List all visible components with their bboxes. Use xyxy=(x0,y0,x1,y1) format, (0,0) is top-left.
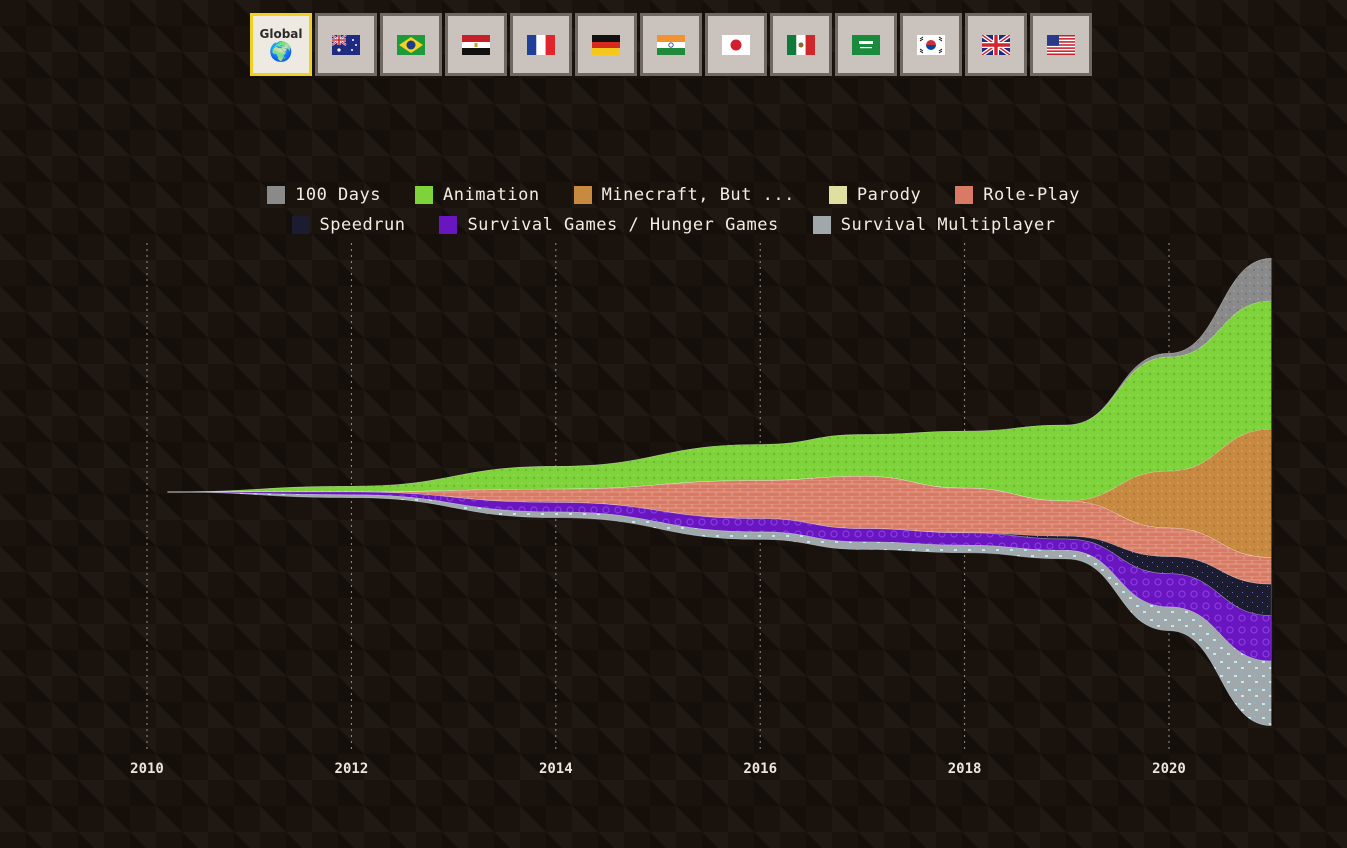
stream-areas xyxy=(167,257,1272,727)
legend-item-100-days[interactable]: 100 Days xyxy=(267,185,381,205)
tab-egypt[interactable] xyxy=(445,13,507,76)
legend-label-role-play: Role-Play xyxy=(983,185,1080,205)
legend-label-parody: Parody xyxy=(856,185,922,205)
legend-label-100-days: 100 Days xyxy=(295,185,381,205)
series-area-100-days[interactable] xyxy=(167,257,1272,493)
series-area-animation[interactable] xyxy=(167,300,1272,502)
globe-icon: 🌍 xyxy=(269,40,293,63)
tab-france[interactable] xyxy=(510,13,572,76)
tab-brazil[interactable] xyxy=(380,13,442,76)
legend-row-2: Speedrun Survival Games / Hunger Games S… xyxy=(0,210,1347,240)
legend-swatch-survival-games xyxy=(439,216,458,234)
tab-global-label: Global xyxy=(259,26,303,41)
legend-swatch-minecraft-but xyxy=(573,186,592,204)
tab-india[interactable] xyxy=(640,13,702,76)
series-texture-role-play xyxy=(167,476,1272,585)
tab-japan[interactable] xyxy=(705,13,767,76)
country-tabs: Global 🌍 xyxy=(250,13,1092,76)
legend-swatch-animation xyxy=(414,186,433,204)
tab-global[interactable]: Global 🌍 xyxy=(250,13,312,76)
tab-germany[interactable] xyxy=(575,13,637,76)
legend-swatch-survival-multiplayer xyxy=(812,216,831,234)
x-tick-label: 2010 xyxy=(130,761,164,777)
legend-row-1: 100 Days Animation Minecraft, But ... Pa… xyxy=(0,180,1347,210)
legend-item-parody[interactable]: Parody xyxy=(828,185,922,205)
legend-swatch-parody xyxy=(828,186,847,204)
legend-label-survival-multiplayer: Survival Multiplayer xyxy=(840,215,1056,235)
tab-south-korea[interactable] xyxy=(900,13,962,76)
chart-legend: 100 Days Animation Minecraft, But ... Pa… xyxy=(0,180,1347,240)
legend-item-speedrun[interactable]: Speedrun xyxy=(291,215,406,235)
flag-brazil-icon xyxy=(397,34,425,55)
flag-germany-icon xyxy=(592,34,620,55)
x-axis-ticks: 2010 2012 2014 2016 2018 2020 xyxy=(130,761,1186,777)
x-tick-label: 2018 xyxy=(948,761,982,777)
tab-mexico[interactable] xyxy=(770,13,832,76)
legend-item-survival-games[interactable]: Survival Games / Hunger Games xyxy=(439,215,778,235)
legend-swatch-role-play xyxy=(955,186,974,204)
tab-usa[interactable] xyxy=(1030,13,1092,76)
x-grid xyxy=(146,243,1170,752)
flag-japan-icon xyxy=(722,34,750,55)
legend-item-role-play[interactable]: Role-Play xyxy=(955,185,1080,205)
flag-australia-icon xyxy=(332,34,360,55)
x-tick-label: 2014 xyxy=(539,761,573,777)
flag-egypt-icon xyxy=(462,34,490,55)
series-area-survival-multiplayer[interactable] xyxy=(167,491,1272,727)
x-tick-label: 2020 xyxy=(1152,761,1186,777)
tab-uk[interactable] xyxy=(965,13,1027,76)
legend-label-minecraft-but: Minecraft, But ... xyxy=(601,185,795,205)
series-texture-survival-multiplayer xyxy=(167,492,1272,726)
series-area-minecraft-but[interactable] xyxy=(167,428,1272,558)
legend-item-survival-multiplayer[interactable]: Survival Multiplayer xyxy=(812,215,1056,235)
flag-usa-icon xyxy=(1047,34,1075,55)
legend-swatch-100-days xyxy=(267,186,286,204)
flag-france-icon xyxy=(527,34,555,55)
flag-mexico-icon xyxy=(787,34,815,55)
legend-label-survival-games: Survival Games / Hunger Games xyxy=(467,215,779,235)
legend-label-animation: Animation xyxy=(442,185,540,205)
flag-saudi-arabia-icon xyxy=(852,34,880,55)
legend-label-speedrun: Speedrun xyxy=(319,215,406,235)
legend-swatch-speedrun xyxy=(291,216,310,234)
series-texture-animation xyxy=(167,301,1272,502)
x-tick-label: 2012 xyxy=(335,761,369,777)
flag-uk-icon xyxy=(982,34,1010,55)
x-tick-label: 2016 xyxy=(743,761,777,777)
flag-india-icon xyxy=(657,34,685,55)
tab-australia[interactable] xyxy=(315,13,377,76)
series-texture-survival-games-hunger-games xyxy=(167,492,1272,662)
flag-south-korea-icon xyxy=(917,34,945,55)
legend-item-minecraft-but[interactable]: Minecraft, But ... xyxy=(573,185,795,205)
tab-saudi-arabia[interactable] xyxy=(835,13,897,76)
legend-item-animation[interactable]: Animation xyxy=(414,185,540,205)
